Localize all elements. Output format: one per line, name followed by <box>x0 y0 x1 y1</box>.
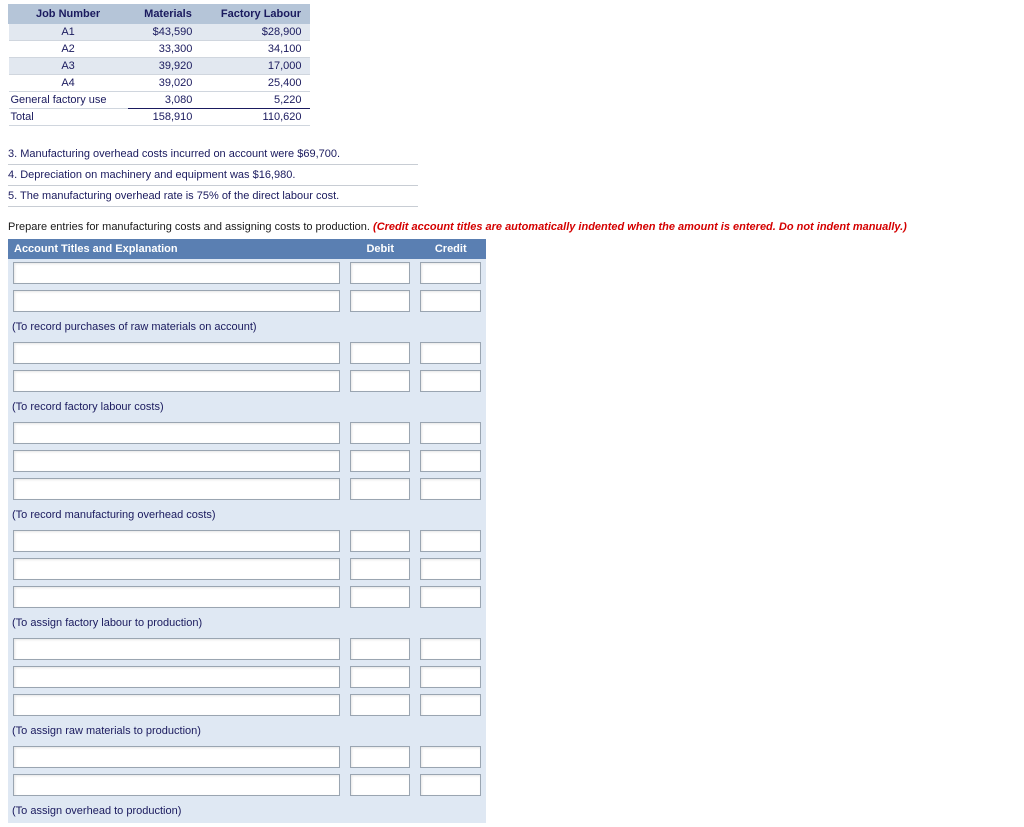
job-row-materials: 33,300 <box>128 41 201 58</box>
job-row-labour: 17,000 <box>200 58 309 75</box>
credit-input[interactable] <box>420 666 481 688</box>
debit-input[interactable] <box>350 638 411 660</box>
debit-input[interactable] <box>350 450 411 472</box>
entry-caption: (To assign overhead to production) <box>8 799 486 823</box>
account-title-input[interactable] <box>13 342 340 364</box>
job-header-labour: Factory Labour <box>200 5 309 24</box>
prepare-instruction: Prepare entries for manufacturing costs … <box>8 221 1016 233</box>
credit-input[interactable] <box>420 746 481 768</box>
debit-input[interactable] <box>350 558 411 580</box>
debit-input[interactable] <box>350 586 411 608</box>
account-title-input[interactable] <box>13 262 340 284</box>
debit-input[interactable] <box>350 774 411 796</box>
note-line: 5. The manufacturing overhead rate is 75… <box>8 186 418 207</box>
notes-list: 3. Manufacturing overhead costs incurred… <box>8 144 418 207</box>
job-row-materials: 39,920 <box>128 58 201 75</box>
debit-input[interactable] <box>350 422 411 444</box>
account-title-input[interactable] <box>13 422 340 444</box>
account-title-input[interactable] <box>13 586 340 608</box>
debit-input[interactable] <box>350 290 411 312</box>
job-row-materials: 3,080 <box>128 92 201 109</box>
account-title-input[interactable] <box>13 478 340 500</box>
job-row-labour: 34,100 <box>200 41 309 58</box>
entry-header-credit: Credit <box>415 239 486 259</box>
credit-input[interactable] <box>420 342 481 364</box>
job-row-materials: 39,020 <box>128 75 201 92</box>
job-header-number: Job Number <box>9 5 128 24</box>
job-row-label: A2 <box>9 41 128 58</box>
credit-input[interactable] <box>420 422 481 444</box>
job-row-label: General factory use <box>9 92 128 109</box>
entry-caption: (To assign factory labour to production) <box>8 611 486 635</box>
debit-input[interactable] <box>350 262 411 284</box>
job-row-labour: $28,900 <box>200 24 309 41</box>
account-title-input[interactable] <box>13 638 340 660</box>
account-title-input[interactable] <box>13 666 340 688</box>
credit-input[interactable] <box>420 478 481 500</box>
job-row-labour: 110,620 <box>200 109 309 126</box>
debit-input[interactable] <box>350 694 411 716</box>
credit-input[interactable] <box>420 370 481 392</box>
account-title-input[interactable] <box>13 774 340 796</box>
job-row-labour: 5,220 <box>200 92 309 109</box>
prepare-hint: (Credit account titles are automatically… <box>373 221 907 233</box>
credit-input[interactable] <box>420 558 481 580</box>
debit-input[interactable] <box>350 746 411 768</box>
debit-input[interactable] <box>350 342 411 364</box>
credit-input[interactable] <box>420 694 481 716</box>
account-title-input[interactable] <box>13 558 340 580</box>
job-header-materials: Materials <box>128 5 201 24</box>
debit-input[interactable] <box>350 370 411 392</box>
account-title-input[interactable] <box>13 450 340 472</box>
entry-caption: (To record factory labour costs) <box>8 395 486 419</box>
job-row-label: A4 <box>9 75 128 92</box>
note-line: 3. Manufacturing overhead costs incurred… <box>8 144 418 165</box>
account-title-input[interactable] <box>13 530 340 552</box>
debit-input[interactable] <box>350 530 411 552</box>
entry-caption: (To record manufacturing overhead costs) <box>8 503 486 527</box>
job-row-materials: $43,590 <box>128 24 201 41</box>
entry-header-debit: Debit <box>345 239 416 259</box>
entry-caption: (To record purchases of raw materials on… <box>8 315 486 339</box>
account-title-input[interactable] <box>13 370 340 392</box>
debit-input[interactable] <box>350 478 411 500</box>
job-row-materials: 158,910 <box>128 109 201 126</box>
entry-caption: (To assign raw materials to production) <box>8 719 486 743</box>
debit-input[interactable] <box>350 666 411 688</box>
credit-input[interactable] <box>420 638 481 660</box>
job-row-label: A3 <box>9 58 128 75</box>
credit-input[interactable] <box>420 530 481 552</box>
account-title-input[interactable] <box>13 746 340 768</box>
credit-input[interactable] <box>420 262 481 284</box>
prepare-text: Prepare entries for manufacturing costs … <box>8 221 373 233</box>
credit-input[interactable] <box>420 290 481 312</box>
job-row-labour: 25,400 <box>200 75 309 92</box>
account-title-input[interactable] <box>13 290 340 312</box>
credit-input[interactable] <box>420 586 481 608</box>
credit-input[interactable] <box>420 450 481 472</box>
journal-entry-table: Account Titles and Explanation Debit Cre… <box>8 239 486 823</box>
job-row-label: A1 <box>9 24 128 41</box>
account-title-input[interactable] <box>13 694 340 716</box>
note-line: 4. Depreciation on machinery and equipme… <box>8 165 418 186</box>
job-data-table: Job Number Materials Factory Labour A1$4… <box>8 4 310 126</box>
job-row-label: Total <box>9 109 128 126</box>
entry-header-account: Account Titles and Explanation <box>8 239 345 259</box>
credit-input[interactable] <box>420 774 481 796</box>
